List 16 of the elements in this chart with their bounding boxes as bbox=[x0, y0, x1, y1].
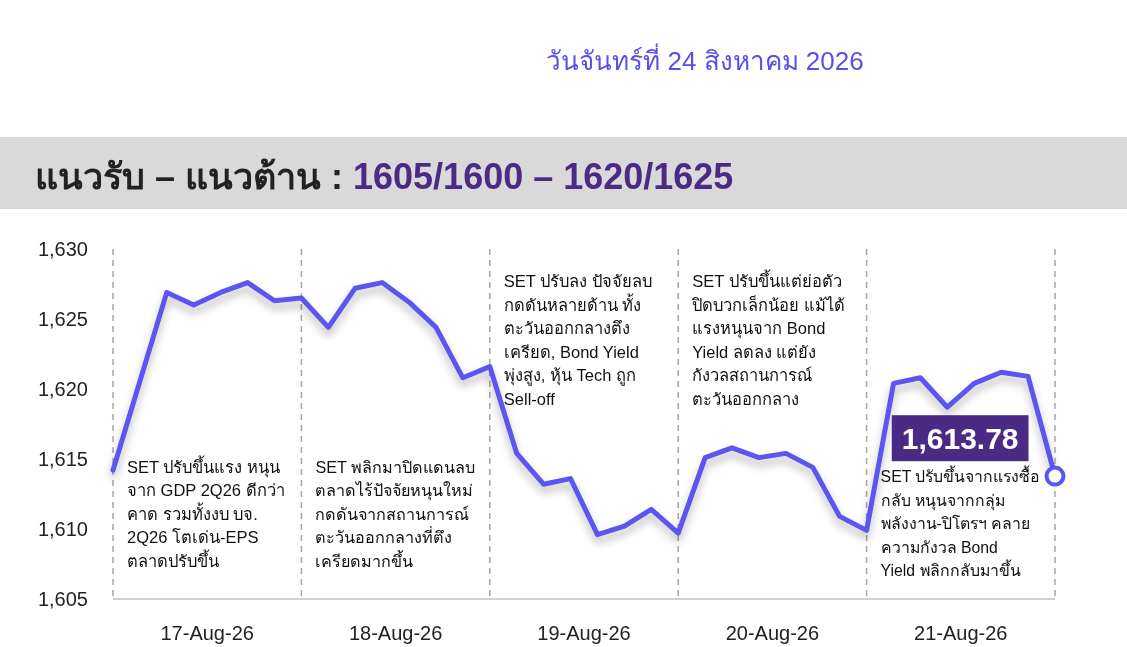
x-tick-label: 20-Aug-26 bbox=[725, 622, 820, 644]
annotation: SET พลิกมาปิดแดนลบ ตลาดไร้ปัจจัยหนุนใหม่ กดดันจากสถานการณ์ ตะวันออกกลางที่ตึง เครียดมากขึ้น bbox=[315, 457, 476, 570]
y-tick-label: 1,620 bbox=[37, 378, 88, 400]
annotation: SET ปรับขึ้นแรง หนุน จาก GDP 2Q26 ดีกว่า คาด รวมทั้งงบ บจ. 2Q26 โตเด่น-EPS ตลาดปรับขึ้น bbox=[127, 457, 285, 570]
x-tick-label: 19-Aug-26 bbox=[537, 622, 631, 644]
y-tick-label: 1,605 bbox=[37, 588, 88, 610]
y-tick-label: 1,610 bbox=[37, 518, 88, 540]
x-tick-label: 17-Aug-26 bbox=[160, 622, 254, 644]
title: แนวรับ – แนวต้าน : 1605/1600 – 1620/1625 bbox=[35, 156, 734, 197]
x-tick-label: 21-Aug-26 bbox=[914, 622, 1008, 644]
y-tick-label: 1,625 bbox=[37, 308, 88, 330]
data-label: 1,613.78 bbox=[901, 422, 1019, 455]
y-tick-label: 1,630 bbox=[37, 238, 88, 260]
x-tick-label: 18-Aug-26 bbox=[348, 622, 443, 644]
annotation: SET ปรับลง ปัจจัยลบ กดดันหลายด้าน ทั้ง ตะวันออกกลางตึง เครียด, Bond Yield พุ่งสูง, หุ้น Tech ถูก Sell-off bbox=[503, 272, 652, 408]
y-tick-label: 1,615 bbox=[37, 448, 88, 470]
